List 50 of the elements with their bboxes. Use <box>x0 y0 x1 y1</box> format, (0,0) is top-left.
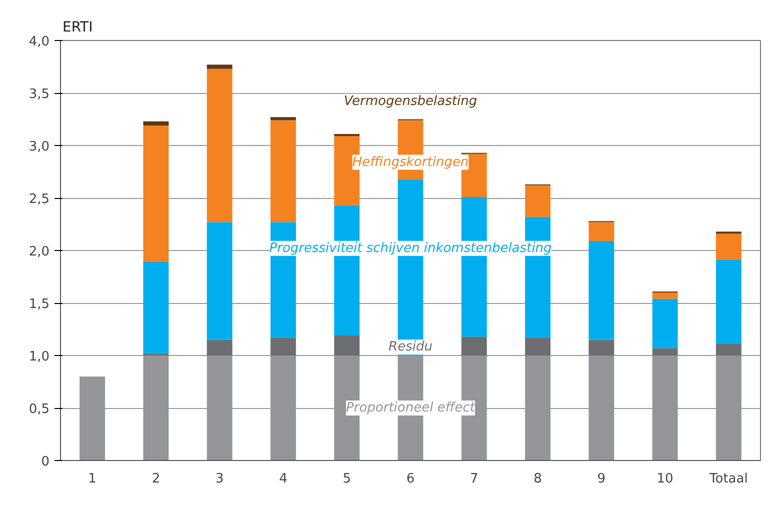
bar <box>334 134 360 136</box>
bar <box>525 185 550 217</box>
y-tick-label: 3,5 <box>28 87 50 102</box>
y-tick-label: 1,0 <box>28 350 50 364</box>
bar <box>206 64 232 69</box>
bar <box>270 120 296 222</box>
y-tick-label: 2,0 <box>28 244 50 260</box>
bar <box>143 262 169 354</box>
x-tick-label: 9 <box>597 472 606 486</box>
y-tick-label: 1,5 <box>28 297 50 312</box>
y-tick-label: 3,0 <box>28 140 50 154</box>
bar <box>588 222 614 242</box>
y-tick-label: 0,5 <box>28 402 50 417</box>
x-tick-label: 3 <box>215 472 224 486</box>
bar <box>206 340 232 356</box>
y-tick-label: 2,5 <box>28 192 50 207</box>
x-tick-label: 4 <box>279 472 288 486</box>
x-tick-label: 7 <box>470 472 478 486</box>
y-tick-label: 0 <box>41 454 50 470</box>
bar <box>270 338 296 356</box>
bar <box>716 234 742 260</box>
bar <box>143 121 169 126</box>
bar <box>652 292 678 299</box>
x-tick-label: 2 <box>152 472 160 486</box>
bar <box>143 126 169 262</box>
x-tick-label: 6 <box>406 472 415 486</box>
series-label: Vermogensbelasting <box>344 94 478 109</box>
series-label: Proportioneel effect <box>346 400 476 416</box>
y-axis-title: ERTI <box>62 20 93 36</box>
bar <box>652 298 678 348</box>
bar <box>206 68 232 222</box>
bar <box>588 241 614 340</box>
bar <box>525 338 550 356</box>
x-tick-label: 5 <box>342 472 352 486</box>
x-tick-label: 10 <box>656 472 674 486</box>
y-tick-label: 4,0 <box>28 34 50 50</box>
bar <box>652 348 678 356</box>
x-tick-label: Totaal <box>708 472 748 486</box>
bar <box>716 344 742 356</box>
series-label: Heffingskortingen <box>352 154 469 170</box>
text: Residu <box>388 340 432 355</box>
bar <box>334 336 360 356</box>
bar <box>461 336 487 356</box>
bar <box>270 117 296 120</box>
bar <box>588 340 614 356</box>
series-label: Progressiviteit schijven inkomstenbelasting <box>269 240 552 256</box>
x-tick-label: 8 <box>534 472 542 486</box>
bar <box>206 222 232 340</box>
x-tick-label: 1 <box>88 472 96 486</box>
bar <box>716 260 742 344</box>
